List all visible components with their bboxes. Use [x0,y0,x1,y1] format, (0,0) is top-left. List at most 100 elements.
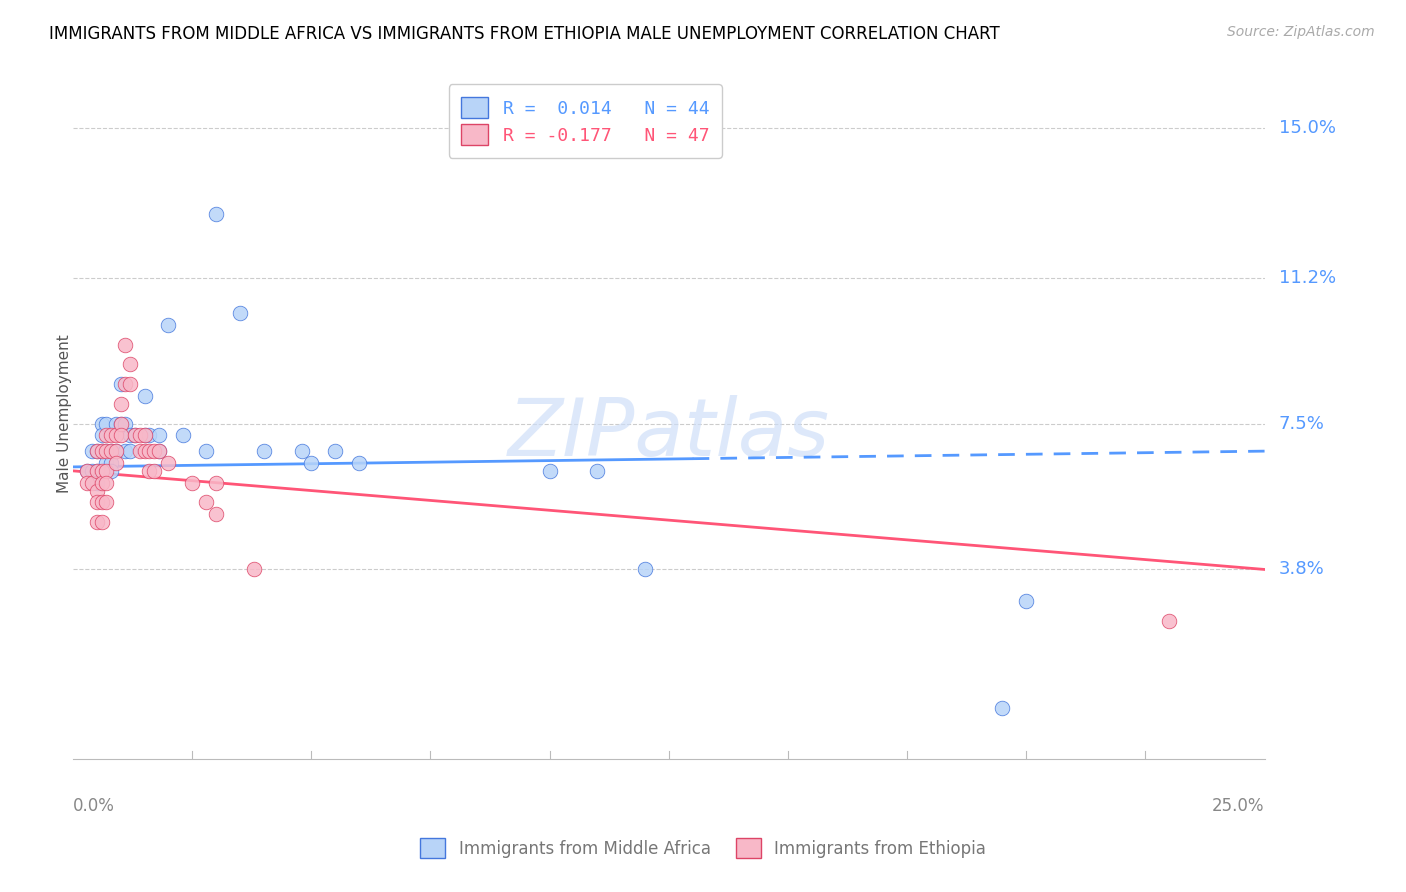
Point [100,444,122,458]
Point [120,428,142,442]
Point [96,495,118,509]
Point [181,475,204,490]
Point [1015,594,1038,608]
Point [148,428,170,442]
Point [114,417,136,431]
Point [100,444,122,458]
Y-axis label: Male Unemployment: Male Unemployment [58,334,72,493]
Point [76,475,98,490]
Point [134,389,156,403]
Point [104,417,127,431]
Point [195,444,218,458]
Point [90,475,112,490]
Point [128,428,150,442]
Point [991,700,1014,714]
Point [86,444,108,458]
Point [80,464,103,478]
Point [104,444,127,458]
Point [114,337,136,351]
Point [76,464,98,478]
Text: 11.2%: 11.2% [1279,268,1336,286]
Point [148,444,170,458]
Point [80,444,103,458]
Point [96,428,118,442]
Point [134,428,156,442]
Point [76,464,98,478]
Point [120,357,142,371]
Point [134,428,156,442]
Point [96,456,118,470]
Point [86,444,108,458]
Point [110,397,132,411]
Point [90,515,112,529]
Point [90,444,112,458]
Point [110,417,132,431]
Point [80,475,103,490]
Point [157,456,180,470]
Point [86,464,108,478]
Point [104,428,127,442]
Point [243,562,266,576]
Text: Source: ZipAtlas.com: Source: ZipAtlas.com [1227,25,1375,39]
Point [90,417,112,431]
Point [205,207,228,221]
Point [172,428,194,442]
Point [323,444,346,458]
Point [90,444,112,458]
Point [143,444,166,458]
Point [538,464,561,478]
Point [253,444,276,458]
Point [96,475,118,490]
Point [634,562,657,576]
Point [104,456,127,470]
Legend: Immigrants from Middle Africa, Immigrants from Ethiopia: Immigrants from Middle Africa, Immigrant… [411,829,995,868]
Point [195,495,218,509]
Point [128,444,150,458]
Point [86,515,108,529]
Point [110,377,132,392]
Point [205,507,228,521]
Point [96,444,118,458]
Point [96,444,118,458]
Point [100,428,122,442]
Point [86,464,108,478]
Text: 3.8%: 3.8% [1279,560,1324,578]
Point [100,464,122,478]
Point [148,444,170,458]
Point [86,475,108,490]
Point [96,417,118,431]
Text: ZIPatlas: ZIPatlas [508,395,830,474]
Point [86,483,108,498]
Point [134,444,156,458]
Point [114,444,136,458]
Point [104,444,127,458]
Point [138,444,160,458]
Point [124,428,146,442]
Text: 25.0%: 25.0% [1212,797,1264,814]
Point [143,464,166,478]
Legend: R =  0.014   N = 44, R = -0.177   N = 47: R = 0.014 N = 44, R = -0.177 N = 47 [449,85,723,158]
Point [229,306,252,320]
Point [90,464,112,478]
Text: 15.0%: 15.0% [1279,119,1336,136]
Point [1159,614,1181,628]
Point [100,456,122,470]
Point [205,475,228,490]
Point [157,318,180,332]
Point [347,456,370,470]
Point [291,444,314,458]
Text: 7.5%: 7.5% [1279,415,1324,433]
Point [120,377,142,392]
Point [114,377,136,392]
Point [86,495,108,509]
Point [586,464,609,478]
Point [120,444,142,458]
Text: 0.0%: 0.0% [73,797,115,814]
Point [138,464,160,478]
Text: IMMIGRANTS FROM MIDDLE AFRICA VS IMMIGRANTS FROM ETHIOPIA MALE UNEMPLOYMENT CORR: IMMIGRANTS FROM MIDDLE AFRICA VS IMMIGRA… [49,25,1000,43]
Point [124,428,146,442]
Point [90,428,112,442]
Point [110,417,132,431]
Point [138,428,160,442]
Point [96,464,118,478]
